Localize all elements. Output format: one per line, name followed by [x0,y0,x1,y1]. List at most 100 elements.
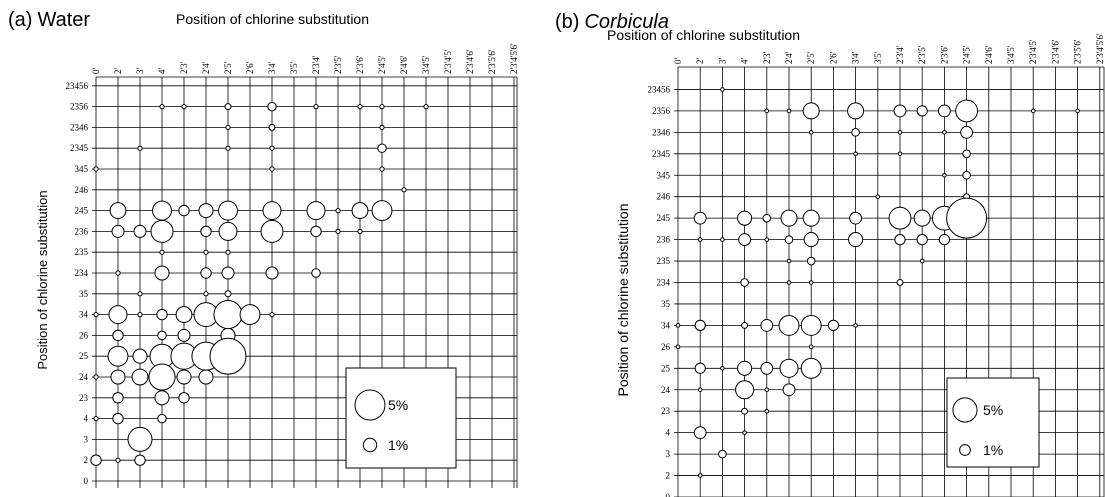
y-tick-label: 3 [84,434,89,444]
bubble [150,219,174,243]
x-tick-label: 3'4' [267,61,277,74]
bubble [778,314,800,336]
y-tick-label: 2 [84,455,89,465]
legend-label: 1% [983,442,1003,458]
bubble [800,357,822,379]
bubble [423,103,429,110]
y-tick-label: 235 [657,256,671,266]
bubble [740,278,749,287]
x-tick-label: 2'4'6' [984,45,994,64]
bubble [310,225,322,238]
bubble [806,256,816,266]
bubble [306,201,326,221]
bubble [853,323,858,328]
bubble [693,426,707,440]
bubble [764,387,770,393]
y-tick-label: 234 [75,268,89,278]
bubble [897,130,903,135]
bubble [200,225,212,238]
legend-bubble [959,444,971,456]
bubble [735,380,755,400]
x-tick-label: 2' [695,58,705,65]
bubble [760,318,774,332]
bubble [742,430,747,435]
y-tick-label: 23456 [648,84,671,94]
bubble [262,201,282,221]
bubble [888,206,912,230]
bubble [737,360,753,376]
title-text: Water [37,9,90,31]
bubble [157,413,167,424]
bubble [741,321,749,329]
bubble [764,408,770,414]
x-tick-label: 3'4'5' [421,55,431,74]
bubble [112,392,124,404]
bubble [786,108,792,114]
bubble [269,166,275,172]
bubble [802,209,820,227]
y-tick-label: 25 [661,363,671,373]
bubble [213,300,243,330]
bubble [154,390,170,406]
bubble [137,145,143,151]
bubble [827,319,840,332]
bubble [894,233,906,246]
legend-bubble [952,397,978,423]
x-tick-label: 2'3' [762,51,772,64]
bubble [737,210,753,226]
x-tick-label: 2'3'4'5' [443,49,453,74]
bubble [760,361,774,375]
x-tick-label: 2'3'5'6' [487,49,497,74]
x-tick-label: 3' [135,68,145,75]
bubble [218,200,238,221]
x-axis-title: Position of chlorine substitution [176,11,369,27]
x-tick-label: 2'4' [201,61,211,74]
y-tick-label: 246 [657,192,671,202]
bubble [720,237,725,242]
bubble [357,228,363,235]
bubble [401,187,407,193]
bubble [109,202,127,220]
bubble [176,369,192,385]
bubble [198,369,214,385]
y-tick-label: 26 [661,342,671,352]
y-tick-label: 345 [75,164,89,174]
bubble [159,249,165,255]
x-tick-label: 2'3'4'5'6' [1095,33,1105,64]
bubble [762,213,772,223]
chart-title: (a) Water [8,9,90,31]
legend-label: 1% [388,437,408,453]
y-tick-label: 236 [75,226,89,236]
x-tick-label: 2'3'4'5'6' [509,43,519,74]
bubble [780,209,798,227]
bubble [847,102,865,120]
x-tick-label: 2'3'4'5' [1028,39,1038,64]
y-tick-label: 23 [79,393,89,403]
y-tick-label: 0 [84,476,89,486]
bubble [697,473,703,478]
bubble [239,304,261,326]
x-tick-label: 2'3'6' [939,45,949,64]
y-tick-label: 4 [666,428,671,438]
bubble [269,145,275,151]
y-tick-label: 2356 [70,102,89,112]
bubble [942,172,947,178]
bubble [218,221,238,241]
bubble [955,99,979,123]
x-tick-label: 2'3'4' [311,55,321,74]
y-tick-label: 2346 [652,127,671,137]
bubble [720,366,725,371]
y-tick-label: 2346 [70,122,89,132]
bubble [357,103,363,110]
bubble [225,249,231,255]
legend-bubble [362,437,378,453]
bubble [203,291,209,297]
bubble [693,211,707,225]
bubble [93,311,99,318]
bubble [181,103,187,110]
y-axis-title: Position of chlorine substitution [35,190,50,369]
bubble [267,101,277,112]
bubble [156,308,168,321]
bubble [152,200,172,221]
bubble [718,449,727,459]
